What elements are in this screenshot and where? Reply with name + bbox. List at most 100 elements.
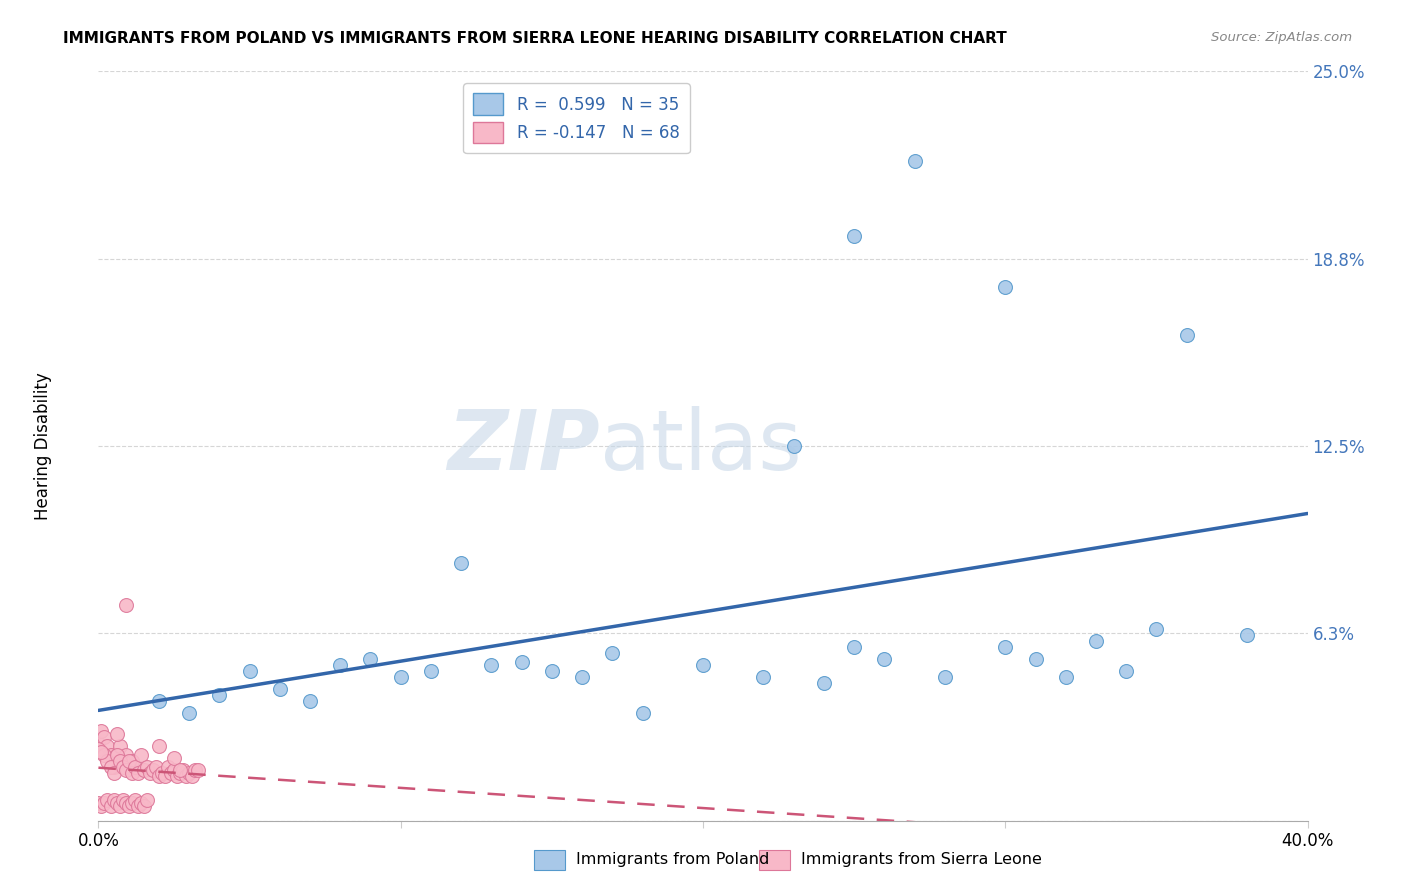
Point (156, 760, 179, 774)
Point (172, 763, 194, 777)
Point (121, 796, 143, 810)
Point (1144, 622, 1167, 636)
Point (163, 763, 186, 777)
Point (994, 640, 1017, 654)
Point (844, 229, 866, 244)
Point (160, 765, 183, 780)
Point (174, 769, 197, 783)
Point (135, 760, 157, 774)
Point (93, 730, 115, 744)
Point (96, 739, 118, 753)
Point (114, 763, 136, 777)
Point (148, 694, 170, 708)
Point (169, 763, 191, 777)
Point (150, 765, 173, 780)
Point (1085, 633, 1108, 648)
Point (105, 727, 128, 741)
Point (752, 670, 775, 684)
Point (129, 747, 152, 762)
Point (299, 694, 322, 708)
Point (1024, 652, 1046, 666)
Point (103, 792, 125, 806)
Point (239, 664, 262, 678)
Point (87, 736, 110, 750)
Point (111, 754, 134, 768)
Point (163, 750, 186, 764)
Point (108, 754, 131, 768)
Point (118, 754, 141, 768)
Point (108, 798, 131, 813)
Point (114, 747, 136, 762)
Point (631, 706, 654, 720)
Point (904, 154, 927, 169)
Point (540, 664, 562, 678)
Point (124, 760, 146, 774)
Point (124, 792, 146, 806)
Point (783, 439, 806, 453)
Point (389, 670, 412, 684)
Point (873, 652, 896, 666)
Point (127, 798, 149, 813)
Text: IMMIGRANTS FROM POLAND VS IMMIGRANTS FROM SIERRA LEONE HEARING DISABILITY CORREL: IMMIGRANTS FROM POLAND VS IMMIGRANTS FRO… (63, 31, 1007, 46)
Point (90, 798, 112, 813)
Point (87, 796, 110, 810)
Point (118, 760, 141, 774)
Point (90, 723, 112, 738)
Point (111, 792, 134, 806)
Point (181, 769, 204, 783)
Point (1054, 670, 1077, 684)
Point (111, 760, 134, 774)
Point (139, 765, 162, 780)
Text: ZIP: ZIP (447, 406, 600, 486)
Point (90, 745, 112, 759)
Point (135, 792, 157, 806)
Point (208, 688, 231, 702)
Point (1236, 628, 1258, 642)
Point (87, 741, 110, 756)
Text: Source: ZipAtlas.com: Source: ZipAtlas.com (1212, 31, 1353, 45)
Point (1115, 664, 1137, 678)
Point (103, 765, 125, 780)
Point (148, 739, 170, 753)
Point (118, 798, 141, 813)
Point (153, 769, 176, 783)
Point (420, 664, 443, 678)
Point (100, 747, 122, 762)
Point (179, 706, 201, 720)
Text: atlas: atlas (600, 406, 801, 486)
Point (132, 763, 155, 777)
Point (510, 655, 533, 669)
Legend: R =  0.599   N = 35, R = -0.147   N = 68: R = 0.599 N = 35, R = -0.147 N = 68 (464, 84, 690, 153)
Point (179, 765, 201, 780)
Point (148, 769, 170, 783)
Point (844, 640, 866, 654)
Point (105, 747, 128, 762)
Point (994, 280, 1017, 294)
Point (127, 765, 149, 780)
Point (450, 556, 472, 570)
Point (692, 657, 714, 672)
Point (602, 646, 624, 660)
Point (121, 754, 143, 768)
Point (169, 765, 191, 780)
Point (108, 739, 131, 753)
Point (571, 670, 593, 684)
Point (114, 598, 136, 612)
Point (103, 760, 125, 774)
Point (100, 760, 122, 774)
Point (360, 652, 382, 666)
Point (269, 681, 291, 696)
Point (129, 796, 152, 810)
Point (114, 796, 136, 810)
Point (93, 796, 115, 810)
Point (132, 798, 155, 813)
Text: Immigrants from Poland: Immigrants from Poland (576, 853, 770, 867)
Point (187, 763, 209, 777)
Point (142, 763, 165, 777)
Point (329, 657, 352, 672)
Point (96, 792, 118, 806)
Point (184, 763, 207, 777)
Point (934, 670, 956, 684)
Y-axis label: Hearing Disability: Hearing Disability (34, 372, 52, 520)
Point (1175, 328, 1198, 343)
